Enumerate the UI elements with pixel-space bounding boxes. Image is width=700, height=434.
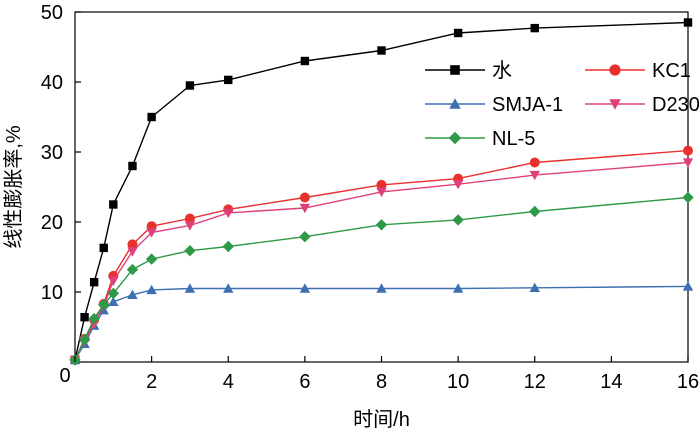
legend-label: D230 [652, 94, 700, 116]
legend-label: KC1 [652, 60, 691, 82]
data-point [89, 278, 99, 287]
data-point [529, 205, 541, 218]
data-point [107, 287, 120, 300]
x-tick-label: 4 [223, 371, 234, 393]
data-point [108, 296, 119, 306]
data-point [375, 219, 388, 231]
y-tick-label: 30 [41, 142, 63, 164]
data-point [108, 276, 119, 286]
data-point [224, 75, 233, 85]
series-layer [69, 18, 694, 366]
data-point [529, 170, 540, 181]
data-point [682, 191, 694, 204]
series-line [74, 21, 689, 361]
x-tick-label: 8 [376, 371, 387, 393]
data-point [109, 200, 118, 209]
data-point [146, 284, 157, 295]
y-tick-label: 40 [41, 72, 63, 94]
data-point [223, 208, 234, 219]
legend-swatch-marker [450, 65, 460, 75]
data-point [530, 23, 539, 33]
axis-layer: 2 4 6 8 10 12 14 16 0 10 20 30 40 50 [41, 2, 699, 393]
data-point [126, 263, 139, 276]
data-point [453, 28, 463, 38]
data-point [299, 192, 310, 203]
x-axis-title: 时间/h [353, 408, 410, 431]
data-point [184, 213, 195, 224]
y-tick-label: 20 [41, 212, 63, 234]
data-point [88, 312, 100, 325]
data-point [452, 214, 464, 226]
x-tick-label: 12 [524, 371, 546, 393]
legend-label: SMJA-1 [492, 94, 563, 116]
data-point [184, 245, 196, 257]
data-point [376, 187, 387, 198]
data-point [682, 158, 694, 168]
data-point [529, 157, 540, 168]
origin-tick-label: 0 [59, 365, 70, 387]
x-tick-label: 10 [447, 371, 469, 393]
data-point [299, 231, 311, 243]
data-point [300, 56, 310, 66]
legend-swatch-marker [448, 131, 462, 145]
legend-item-SMJA-1: SMJA-1 [425, 94, 563, 116]
data-point [127, 247, 138, 257]
data-point [146, 228, 157, 238]
x-tick-label: 6 [299, 371, 310, 393]
data-point [147, 112, 156, 122]
data-point [682, 281, 694, 291]
series-水 [70, 18, 693, 365]
data-point [184, 221, 196, 231]
data-point [683, 145, 693, 156]
x-tick-label: 16 [677, 371, 699, 393]
legend-swatch-marker [609, 99, 621, 110]
legend-item-D230: D230 [585, 94, 700, 116]
legend: 水 KC1 SMJA-1 D230 NL-5 [425, 59, 700, 150]
data-point [376, 179, 387, 190]
legend-swatch-marker [609, 64, 621, 76]
data-point [127, 289, 138, 299]
data-point [184, 283, 196, 293]
data-point [299, 203, 311, 214]
data-point [80, 313, 89, 322]
series-NL-5 [69, 191, 694, 366]
y-axis-title: 线性膨胀率,% [2, 125, 25, 249]
series-KC1 [70, 145, 693, 365]
legend-item-NL-5: NL-5 [425, 128, 535, 150]
data-point [78, 333, 91, 346]
legend-label: 水 [492, 59, 512, 82]
legend-item-水: 水 [425, 59, 512, 82]
data-point [529, 282, 540, 292]
data-point [223, 283, 234, 293]
y-tick-label: 10 [41, 282, 63, 304]
data-point [99, 243, 108, 253]
series-SMJA-1 [69, 281, 694, 365]
data-point [683, 18, 693, 27]
x-tick-label: 14 [600, 371, 622, 393]
data-point [452, 180, 464, 190]
legend-swatch-marker [449, 98, 461, 109]
data-point [299, 283, 311, 293]
legend-label: NL-5 [492, 128, 535, 150]
data-point [185, 81, 195, 90]
data-point [452, 283, 464, 293]
series-D230 [69, 158, 694, 366]
data-point [376, 283, 387, 293]
x-tick-label: 2 [146, 371, 157, 393]
legend-item-KC1: KC1 [585, 60, 691, 82]
data-point [145, 253, 158, 265]
series-line [74, 285, 689, 361]
data-point [128, 161, 137, 171]
y-tick-label: 50 [41, 2, 63, 24]
data-point [377, 46, 386, 55]
data-point [127, 239, 138, 250]
data-point [222, 240, 234, 253]
data-point [98, 298, 110, 311]
